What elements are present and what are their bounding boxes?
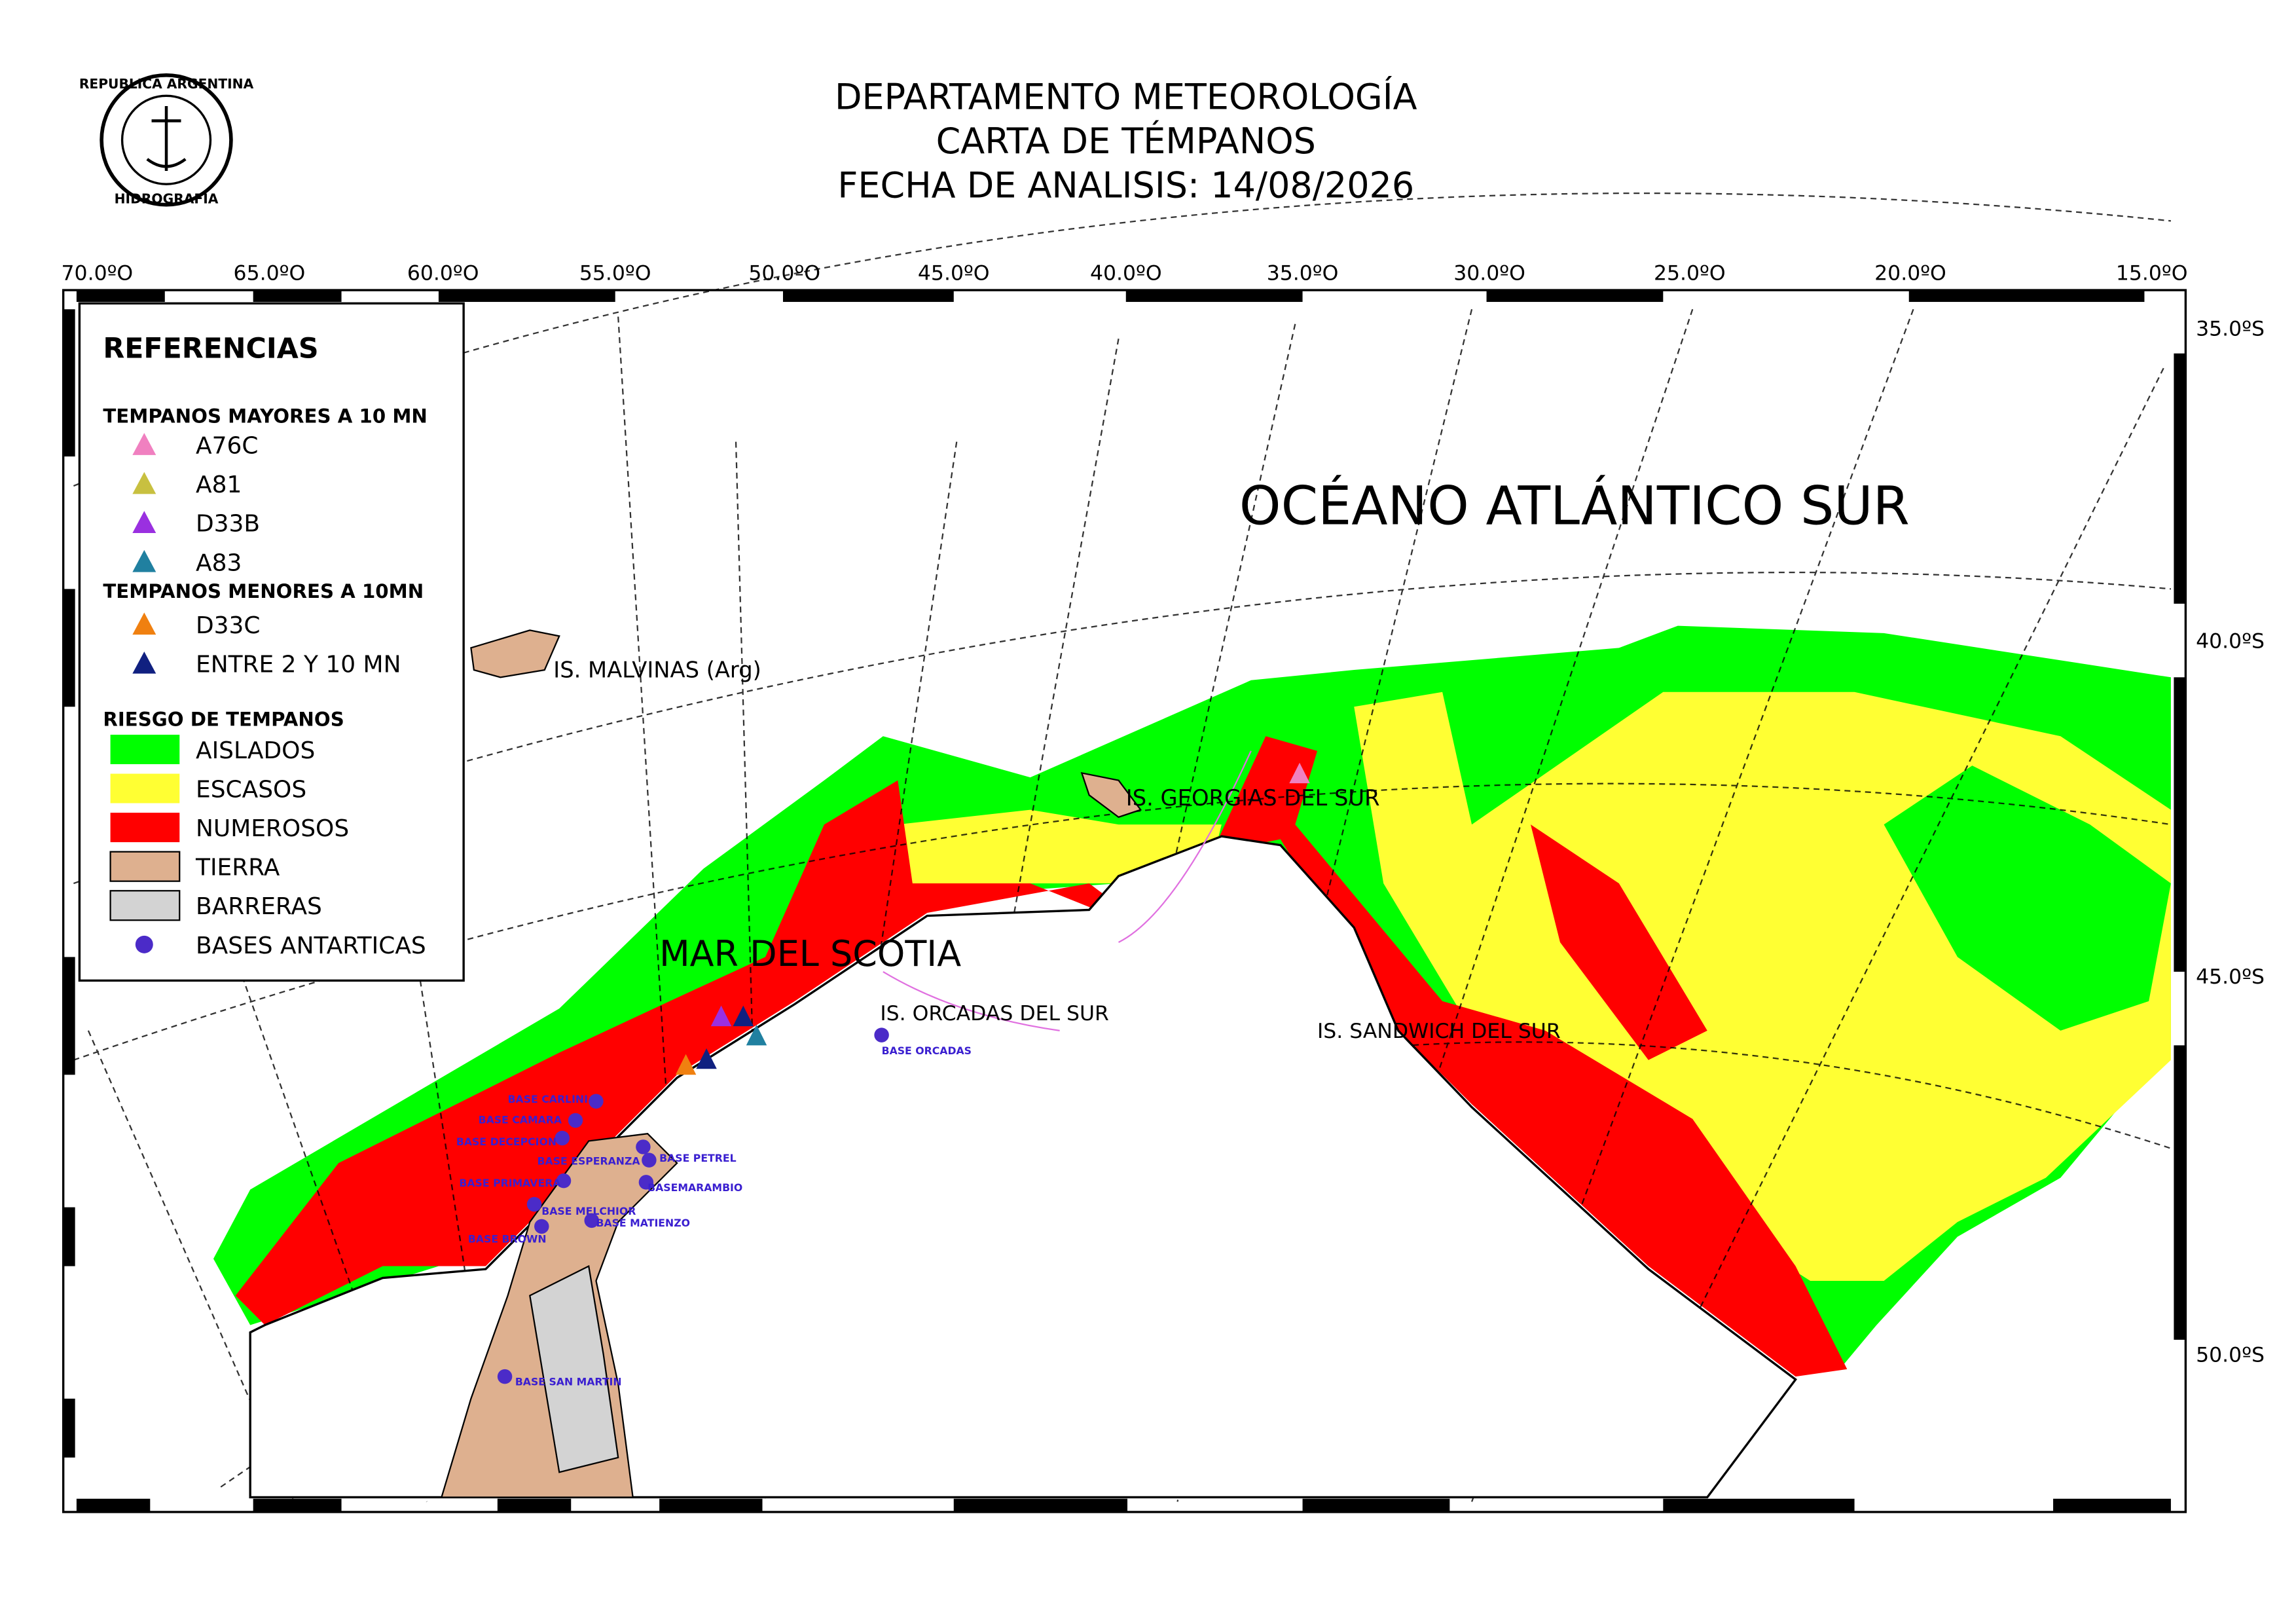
legend-label: A81: [196, 471, 242, 498]
lon-label: 70.0ºO: [62, 261, 134, 285]
seal: REPUBLICA ARGENTINA HIDROGRAFIA: [79, 73, 254, 207]
lat-label: 50.0ºS: [2196, 1344, 2265, 1367]
base-label: BASE CARLINI: [508, 1093, 588, 1105]
legend: REFERENCIAS TEMPANOS MAYORES A 10 MN TEM…: [78, 302, 465, 982]
base-marker: [534, 1219, 549, 1234]
base-marker: [636, 1139, 651, 1154]
legend-swatch: [109, 851, 181, 882]
seal-top: REPUBLICA ARGENTINA: [79, 76, 254, 92]
base-label: BASE PRIMAVERA: [459, 1177, 561, 1189]
place-label: IS. MALVINAS (Arg): [553, 657, 761, 682]
legend-symbol: [132, 471, 156, 494]
legend-swatch: [110, 813, 180, 843]
base-label: BASE MATIENZO: [596, 1217, 690, 1229]
legend-symbol: [132, 433, 156, 455]
lon-label: 55.0ºO: [579, 261, 651, 285]
lon-label: 25.0ºO: [1654, 261, 1726, 285]
lon-label: 60.0ºO: [407, 261, 479, 285]
legend-swatch: [110, 773, 180, 803]
legend-label: D33C: [196, 612, 261, 639]
legend-title: REFERENCIAS: [103, 332, 318, 365]
lon-label: 65.0ºO: [234, 261, 306, 285]
legend-label: TIERRA: [195, 855, 280, 881]
legend-label: AISLADOS: [196, 737, 315, 764]
base-marker: [642, 1153, 657, 1168]
lon-label: 30.0ºO: [1453, 261, 1525, 285]
legend-label: ENTRE 2 Y 10 MN: [196, 651, 401, 678]
legend-label: NUMEROSOS: [196, 815, 349, 842]
lon-label: 40.0ºO: [1090, 261, 1162, 285]
seal-bottom: HIDROGRAFIA: [115, 191, 219, 206]
header-line: CARTA DE TÉMPANOS: [936, 120, 1316, 162]
legend-label: D33B: [196, 511, 260, 538]
lon-label: 45.0ºO: [918, 261, 990, 285]
legend-symbol: [132, 549, 156, 572]
header-line: FECHA DE ANALISIS: 14/08/2026: [837, 164, 1414, 206]
base-label: BASEMARAMBIO: [647, 1181, 742, 1194]
base-marker: [584, 1213, 599, 1228]
base-label: BASE CAMARA: [479, 1113, 562, 1126]
place-label: MAR DEL SCOTIA: [659, 933, 961, 974]
place-label: IS. SANDWICH DEL SUR: [1317, 1020, 1561, 1043]
legend-section: TEMPANOS MAYORES A 10 MN: [103, 405, 427, 427]
base-marker: [555, 1130, 570, 1146]
legend-swatch: [110, 734, 180, 764]
base-label: BASE ESPERANZA: [538, 1154, 641, 1167]
legend-label: A83: [196, 549, 242, 576]
lat-label: 40.0ºS: [2196, 629, 2265, 653]
lat-label: 35.0ºS: [2196, 318, 2265, 341]
legend-swatch: [109, 890, 181, 921]
base-label: BASE DECEPCION: [456, 1135, 556, 1148]
bases: BASE CARLINI BASE CAMARA BASE DECEPCION BAS…: [456, 1027, 972, 1388]
legend-label: BARRERAS: [196, 893, 322, 920]
place-label: OCÉANO ATLÁNTICO SUR: [1239, 475, 1910, 538]
base-label: BASE BROWN: [468, 1233, 547, 1246]
base-label: BASE ORCADAS: [882, 1044, 972, 1057]
lon-label: 15.0ºO: [2116, 261, 2188, 285]
legend-symbol: [132, 651, 156, 674]
base-label: BASE MELCHIOR: [541, 1205, 636, 1217]
place-label: IS. ORCADAS DEL SUR: [880, 1002, 1109, 1025]
base-label: BASE SAN MARTIN: [515, 1376, 622, 1388]
legend-label: ESCASOS: [196, 777, 306, 803]
base-marker: [526, 1196, 542, 1212]
base-marker: [568, 1113, 583, 1128]
lat-label: 45.0ºS: [2196, 965, 2265, 989]
lon-label: 35.0ºO: [1267, 261, 1339, 285]
header-line: DEPARTAMENTO METEOROLOGÍA: [835, 77, 1417, 118]
base-marker: [497, 1369, 513, 1384]
legend-label: BASES ANTARTICAS: [196, 932, 426, 959]
legend-symbol: [135, 935, 153, 953]
lon-label: 20.0ºO: [1874, 261, 1946, 285]
base-marker: [874, 1027, 889, 1043]
legend-label: A76C: [196, 433, 258, 460]
graticule-labels: 70.0ºO 65.0ºO 60.0ºO 55.0ºO 50.0ºO 45.0ºO 40.0…: [62, 261, 2265, 1367]
legend-symbol: [132, 612, 156, 635]
place-label: IS. GEORGIAS DEL SUR: [1126, 785, 1380, 811]
legend-section: TEMPANOS MENORES A 10MN: [103, 580, 424, 602]
legend-section: RIESGO DE TEMPANOS: [103, 708, 344, 730]
base-marker: [638, 1175, 654, 1190]
lon-label: 50.0ºO: [748, 261, 820, 285]
base-label: BASE PETREL: [659, 1152, 737, 1164]
base-marker: [556, 1173, 572, 1189]
place-labels: OCÉANO ATLÁNTICO SUR IS. MALVINAS (Arg) IS…: [553, 475, 1910, 1044]
base-marker: [589, 1094, 604, 1109]
legend-symbol: [132, 511, 156, 533]
